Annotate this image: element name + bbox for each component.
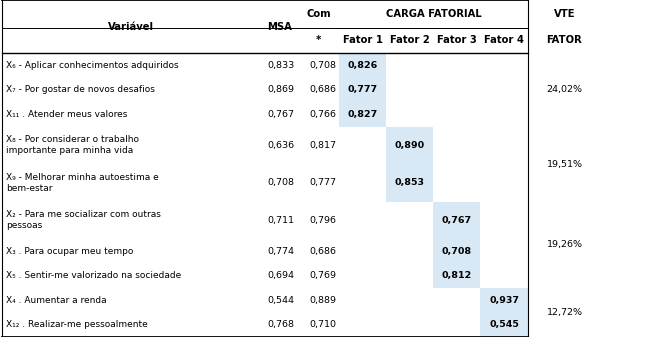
Text: Fator 3: Fator 3 [437, 35, 477, 45]
Text: 0,827: 0,827 [347, 110, 378, 119]
Text: 0,544: 0,544 [267, 296, 294, 305]
Text: VTE: VTE [554, 9, 575, 19]
Text: 0,686: 0,686 [309, 86, 336, 94]
Text: 0,890: 0,890 [395, 141, 425, 150]
Text: 0,889: 0,889 [309, 296, 336, 305]
Text: X₄ . Aumentar a renda: X₄ . Aumentar a renda [6, 296, 107, 305]
Text: 0,769: 0,769 [309, 271, 336, 280]
Text: 0,869: 0,869 [267, 86, 294, 94]
Text: X₅ . Sentir-me valorizado na sociedade: X₅ . Sentir-me valorizado na sociedade [6, 271, 181, 280]
Text: X₈ - Por considerar o trabalho
importante para minha vida: X₈ - Por considerar o trabalho important… [6, 135, 139, 155]
Text: X₁₁ . Atender meus valores: X₁₁ . Atender meus valores [6, 110, 128, 119]
Text: 0,767: 0,767 [267, 110, 294, 119]
Text: Fator 4: Fator 4 [484, 35, 524, 45]
Text: 24,02%: 24,02% [546, 86, 583, 94]
Text: X₁₂ . Realizar-me pessoalmente: X₁₂ . Realizar-me pessoalmente [6, 320, 148, 329]
Text: 12,72%: 12,72% [546, 308, 583, 317]
Text: 0,812: 0,812 [442, 271, 472, 280]
Bar [480, 312, 528, 337]
Text: Variável: Variável [108, 22, 155, 32]
Text: 0,853: 0,853 [395, 178, 425, 187]
Text: 0,766: 0,766 [309, 110, 336, 119]
Text: 0,777: 0,777 [309, 178, 336, 187]
Text: 19,51%: 19,51% [546, 160, 583, 168]
Text: 19,26%: 19,26% [546, 240, 583, 249]
Text: 0,708: 0,708 [442, 247, 472, 256]
Text: X₆ - Aplicar conhecimentos adquiridos: X₆ - Aplicar conhecimentos adquiridos [6, 61, 179, 70]
Text: 0,694: 0,694 [267, 271, 294, 280]
Text: 0,937: 0,937 [489, 296, 519, 305]
Text: Fator 1: Fator 1 [343, 35, 383, 45]
Text: MSA: MSA [267, 22, 292, 32]
Bar [386, 164, 433, 202]
Text: 0,686: 0,686 [309, 247, 336, 256]
Text: FATOR: FATOR [546, 35, 583, 45]
Text: 0,833: 0,833 [267, 61, 294, 70]
Bar [386, 127, 433, 164]
Text: 0,767: 0,767 [442, 216, 472, 225]
Text: X₃ . Para ocupar meu tempo: X₃ . Para ocupar meu tempo [6, 247, 134, 256]
Text: 0,826: 0,826 [347, 61, 378, 70]
Text: X₉ - Melhorar minha autoestima e
bem-estar: X₉ - Melhorar minha autoestima e bem-est… [6, 173, 159, 193]
Text: 0,774: 0,774 [267, 247, 294, 256]
Bar [339, 53, 386, 78]
Text: 0,708: 0,708 [309, 61, 336, 70]
Bar [480, 288, 528, 312]
Text: 0,817: 0,817 [309, 141, 336, 150]
Text: *: * [316, 35, 321, 45]
Text: Fator 2: Fator 2 [390, 35, 430, 45]
Text: 0,711: 0,711 [267, 216, 294, 225]
Bar [433, 264, 480, 288]
Bar [339, 102, 386, 127]
Text: 0,777: 0,777 [348, 86, 378, 94]
Text: 0,636: 0,636 [267, 141, 294, 150]
Text: CARGA FATORIAL: CARGA FATORIAL [386, 9, 481, 19]
Bar [339, 78, 386, 102]
Text: X₇ - Por gostar de novos desafios: X₇ - Por gostar de novos desafios [6, 86, 155, 94]
Bar [433, 239, 480, 264]
Text: 0,796: 0,796 [309, 216, 336, 225]
Text: 0,768: 0,768 [267, 320, 294, 329]
Text: Com: Com [306, 9, 331, 19]
Bar [433, 202, 480, 239]
Text: 0,708: 0,708 [267, 178, 294, 187]
Text: X₂ - Para me socializar com outras
pessoas: X₂ - Para me socializar com outras pesso… [6, 210, 161, 231]
Text: 0,710: 0,710 [309, 320, 336, 329]
Text: 0,545: 0,545 [489, 320, 519, 329]
